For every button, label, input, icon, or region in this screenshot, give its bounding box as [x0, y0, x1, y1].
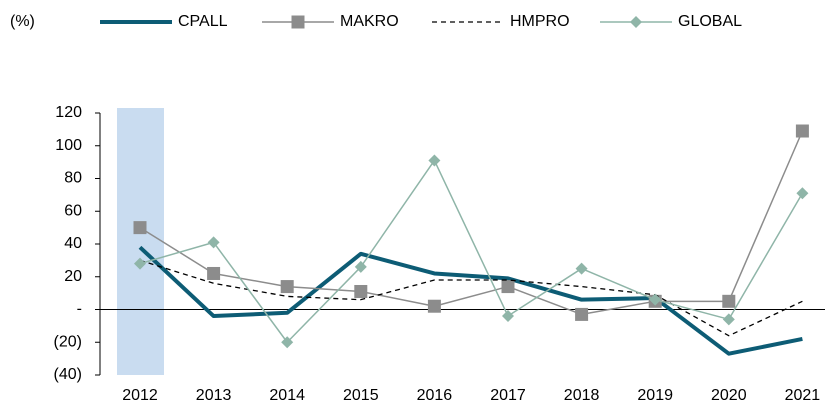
legend-label: HMPRO	[510, 13, 570, 30]
x-tick-label: 2017	[490, 387, 526, 404]
point-marker	[207, 266, 221, 280]
legend-label: CPALL	[178, 13, 228, 30]
legend-marker	[630, 16, 642, 28]
y-tick-label: -	[77, 301, 82, 318]
point-marker	[796, 187, 809, 200]
point-marker	[575, 262, 588, 275]
point-marker	[207, 236, 220, 249]
y-tick-label: 40	[64, 235, 82, 252]
x-tick-label: 2015	[343, 387, 379, 404]
highlight-band	[117, 108, 164, 375]
point-marker	[280, 280, 294, 294]
point-marker	[795, 124, 809, 138]
point-marker	[354, 284, 368, 298]
point-marker	[649, 293, 662, 306]
unit-label: (%)	[10, 13, 35, 30]
point-marker	[428, 154, 441, 167]
point-marker	[722, 294, 736, 308]
x-tick-label: 2014	[269, 387, 305, 404]
point-marker	[133, 221, 147, 235]
point-marker	[575, 307, 589, 321]
point-marker	[501, 280, 515, 294]
y-tick-label: (40)	[54, 366, 82, 383]
y-tick-label: (20)	[54, 333, 82, 350]
series-line	[139, 130, 804, 316]
legend-marker	[291, 15, 305, 29]
point-marker	[722, 313, 735, 326]
legend-label: GLOBAL	[678, 13, 742, 30]
series-line	[139, 259, 803, 337]
series-line	[138, 245, 803, 356]
point-marker	[281, 336, 294, 349]
x-tick-label: 2012	[122, 387, 158, 404]
x-tick-label: 2013	[196, 387, 232, 404]
point-marker	[427, 299, 441, 313]
y-tick-label: 60	[64, 202, 82, 219]
x-tick-label: 2021	[785, 387, 821, 404]
point-marker	[354, 260, 367, 273]
x-tick-label: 2020	[711, 387, 747, 404]
point-marker	[134, 257, 146, 270]
y-tick-label: 20	[64, 268, 82, 285]
y-tick-label: 100	[55, 137, 82, 154]
x-tick-label: 2019	[637, 387, 673, 404]
series-line	[139, 159, 804, 343]
y-tick-label: 120	[55, 104, 82, 121]
legend-label: MAKRO	[340, 13, 399, 30]
x-tick-label: 2016	[417, 387, 453, 404]
x-tick-label: 2018	[564, 387, 600, 404]
y-tick-label: 80	[64, 170, 82, 187]
point-marker	[502, 310, 514, 323]
